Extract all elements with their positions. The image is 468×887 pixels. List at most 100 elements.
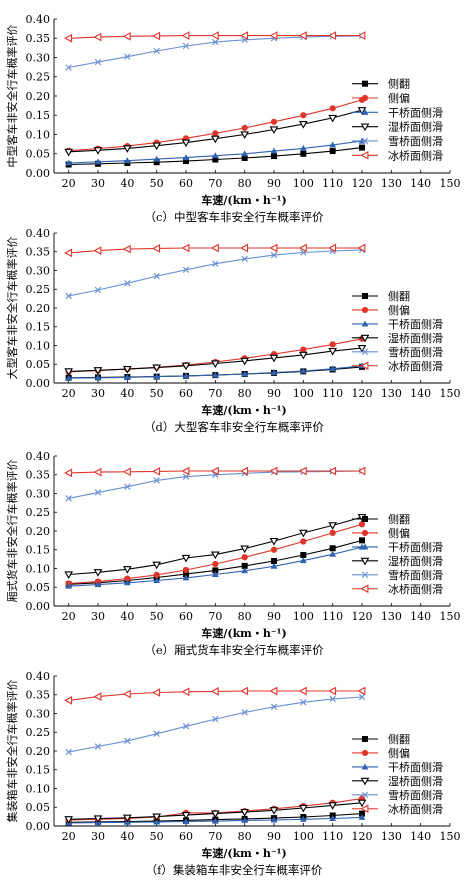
data-point bbox=[299, 815, 307, 822]
data-point bbox=[298, 31, 307, 40]
x-tick-label: 50 bbox=[150, 610, 164, 623]
series-3 bbox=[64, 107, 367, 157]
data-point bbox=[93, 147, 103, 155]
data-point bbox=[122, 32, 131, 41]
data-point bbox=[183, 571, 189, 578]
x-tick-label: 20 bbox=[62, 387, 76, 400]
legend-marker bbox=[360, 361, 369, 371]
data-point bbox=[94, 158, 102, 165]
data-point bbox=[152, 31, 161, 41]
x-tick-label: 130 bbox=[381, 830, 402, 843]
legend-label: 湿桥面侧滑 bbox=[388, 121, 443, 134]
data-point bbox=[241, 816, 249, 823]
data-point bbox=[123, 373, 131, 380]
series-3 bbox=[64, 345, 367, 376]
legend-marker bbox=[360, 777, 370, 786]
data-point bbox=[64, 696, 73, 705]
data-point bbox=[212, 560, 219, 568]
data-point bbox=[298, 804, 308, 813]
data-point bbox=[65, 495, 72, 502]
data-point bbox=[241, 150, 249, 157]
x-tick-label: 140 bbox=[410, 177, 431, 190]
data-point bbox=[329, 148, 336, 155]
data-point bbox=[357, 466, 366, 476]
x-tick-label: 80 bbox=[238, 387, 252, 400]
series-2 bbox=[65, 362, 366, 381]
data-point bbox=[329, 365, 337, 372]
x-tick-label: 140 bbox=[410, 830, 431, 843]
x-tick-label: 60 bbox=[179, 830, 193, 843]
data-point bbox=[329, 550, 337, 557]
data-point bbox=[153, 818, 161, 825]
data-point bbox=[122, 467, 131, 477]
series-2 bbox=[65, 543, 366, 589]
data-point bbox=[328, 31, 337, 40]
data-point bbox=[152, 142, 162, 151]
data-point bbox=[152, 244, 161, 253]
x-tick-label: 30 bbox=[91, 177, 105, 190]
data-point bbox=[64, 816, 74, 824]
legend-label: 雪桥面侧滑 bbox=[388, 569, 443, 582]
y-tick-label: 0.00 bbox=[26, 820, 51, 833]
data-point bbox=[93, 815, 103, 824]
x-tick-label: 50 bbox=[150, 830, 164, 843]
x-tick-label: 30 bbox=[91, 387, 105, 400]
chart-panel-1: 0.00 0.05 0.10 0.15 0.20 0.25 0.30 0.35 0.40 20 30… bbox=[5, 227, 461, 434]
x-tick-label: 100 bbox=[293, 610, 314, 623]
legend-marker bbox=[361, 306, 369, 314]
data-point bbox=[65, 748, 72, 756]
data-point bbox=[93, 569, 103, 577]
data-point bbox=[298, 529, 308, 538]
legend-label: 侧翻 bbox=[388, 77, 410, 91]
data-point bbox=[241, 255, 248, 263]
x-tick-label: 70 bbox=[208, 830, 222, 843]
data-point bbox=[241, 567, 249, 574]
data-point bbox=[240, 31, 249, 40]
data-point bbox=[270, 118, 278, 125]
x-tick-label: 150 bbox=[440, 387, 461, 400]
data-point bbox=[328, 466, 337, 476]
data-point bbox=[211, 571, 219, 578]
data-point bbox=[153, 159, 160, 166]
legend-label: 冰桥面侧滑 bbox=[388, 360, 443, 373]
legend-marker bbox=[361, 108, 369, 115]
data-point bbox=[300, 112, 307, 119]
data-point bbox=[329, 815, 337, 822]
legend-label: 湿桥面侧滑 bbox=[388, 332, 443, 345]
data-point bbox=[298, 466, 307, 476]
legend-marker bbox=[360, 150, 369, 160]
data-point bbox=[329, 341, 336, 348]
data-point bbox=[153, 577, 161, 584]
y-tick-label: 0.10 bbox=[26, 339, 51, 352]
legend-marker bbox=[360, 334, 370, 343]
legend-label: 侧偏 bbox=[388, 303, 410, 317]
data-point bbox=[94, 581, 102, 588]
data-point bbox=[269, 354, 279, 363]
legend-label: 侧偏 bbox=[388, 91, 410, 105]
legend-label: 雪桥面侧滑 bbox=[388, 346, 443, 359]
data-point bbox=[328, 686, 337, 696]
data-point bbox=[298, 686, 307, 696]
legend-label: 干桥面侧滑 bbox=[388, 106, 443, 119]
x-tick-label: 60 bbox=[179, 387, 193, 400]
y-tick-label: 0.10 bbox=[26, 782, 51, 795]
data-point bbox=[240, 357, 250, 366]
x-tick-label: 90 bbox=[267, 177, 281, 190]
y-tick-label: 0.40 bbox=[26, 670, 51, 683]
legend-label: 侧偏 bbox=[388, 746, 410, 760]
x-tick-label: 140 bbox=[410, 387, 431, 400]
legend-marker bbox=[360, 804, 369, 814]
data-point bbox=[153, 47, 160, 55]
x-tick-label: 70 bbox=[208, 610, 222, 623]
legend-label: 冰桥面侧滑 bbox=[388, 583, 443, 596]
legend-marker bbox=[361, 320, 369, 327]
data-point bbox=[269, 538, 279, 546]
series-line bbox=[68, 35, 363, 69]
data-point bbox=[269, 126, 279, 135]
data-point bbox=[182, 154, 190, 161]
legend-marker bbox=[362, 736, 368, 742]
y-tick-label: 0.20 bbox=[26, 90, 51, 103]
x-tick-label: 60 bbox=[179, 177, 193, 190]
